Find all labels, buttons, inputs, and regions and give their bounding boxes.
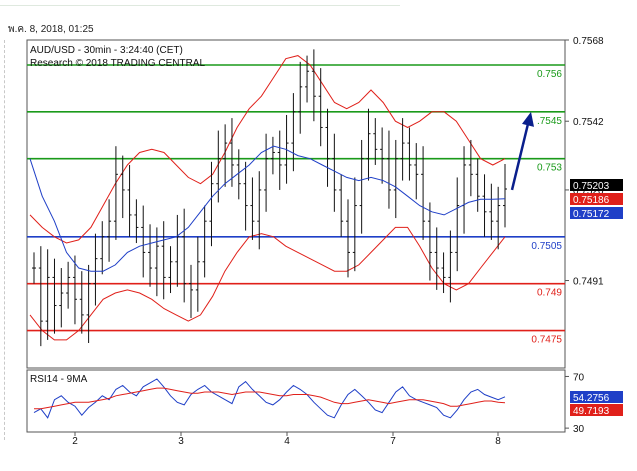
x-tick-label-4: 8	[495, 436, 501, 447]
ma-value-tag-box	[570, 207, 623, 219]
x-tick-label-1: 3	[178, 436, 184, 447]
level-label-5: 0.7475	[531, 335, 562, 346]
rsi-tick-label-1: 30	[573, 424, 585, 435]
level-label-4: 0.749	[537, 288, 562, 299]
moving-average-layer	[29, 145, 506, 272]
rsi-layer	[33, 378, 506, 419]
level-label-0: 0.756	[537, 69, 562, 80]
chart-subtitle: Research © 2018 TRADING CENTRAL	[30, 58, 205, 69]
y-tick-label-1: 0.7542	[573, 117, 604, 128]
x-tick-label-0: 2	[72, 436, 78, 447]
bollinger-value-tag: 0.75186	[570, 193, 623, 206]
timestamp: พ.ค. 8, 2018, 01:25	[8, 24, 94, 35]
rsi-panel-frame	[26, 369, 566, 433]
axis-layer: 0.7568 0.7542 0.7520 0.7491 2 3 4 7 8 70 30 0.75203…	[72, 36, 623, 447]
forecast-arrow-layer	[510, 111, 534, 191]
ma-value-tag: 0.75172	[570, 207, 623, 220]
price-panel-frame	[26, 39, 566, 369]
forecast-arrow-shaft	[510, 123, 530, 191]
chart-title: AUD/USD - 30min - 3:24:40 (CET)	[30, 45, 183, 56]
last-price-tag: 0.75203	[570, 179, 623, 192]
level-label-3: 0.7505	[531, 241, 562, 252]
rsi-value-tag-text: 54.2756	[573, 393, 610, 404]
rsi-ma-value-tag-box	[570, 404, 623, 416]
x-tick-label-3: 7	[390, 436, 396, 447]
last-price-tag-text: 0.75203	[573, 181, 610, 192]
bollinger-value-tag-text: 0.75186	[573, 195, 610, 206]
level-label-1: .7545	[537, 116, 562, 127]
rsi-ma-value-tag-text: 49.7193	[573, 406, 610, 417]
ma-value-tag-text: 0.75172	[573, 209, 610, 220]
candles-layer	[32, 49, 507, 347]
moving-average-line	[29, 145, 506, 272]
rsi-ma-value-tag: 49.7193	[570, 404, 623, 417]
rsi-ma-line	[34, 387, 506, 410]
x-tick-label-2: 4	[284, 436, 290, 447]
last-price-tag-box	[570, 179, 623, 191]
bollinger-value-tag-box	[570, 193, 623, 205]
forecast-arrow-head	[522, 111, 534, 127]
rsi-title: RSI14 - 9MA	[30, 374, 88, 385]
rsi-value-tag: 54.2756	[570, 391, 623, 404]
level-label-2: 0.753	[537, 163, 562, 174]
y-tick-label-3: 0.7491	[573, 277, 604, 288]
bollinger-upper	[29, 55, 506, 244]
rsi-value-tag-box	[570, 391, 623, 403]
top-divider	[0, 0, 400, 6]
y-tick-label-2: 0.7520	[573, 186, 604, 197]
rsi-tick-label-0: 70	[573, 372, 585, 383]
left-guide	[4, 40, 5, 440]
bollinger-lower	[29, 226, 506, 341]
y-tick-label-0: 0.7568	[573, 36, 604, 47]
levels-layer: 0.756 .7545 0.753 0.7505 0.749 0.7475	[27, 64, 565, 346]
bollinger-layer	[29, 55, 506, 341]
rsi-line	[33, 378, 506, 419]
